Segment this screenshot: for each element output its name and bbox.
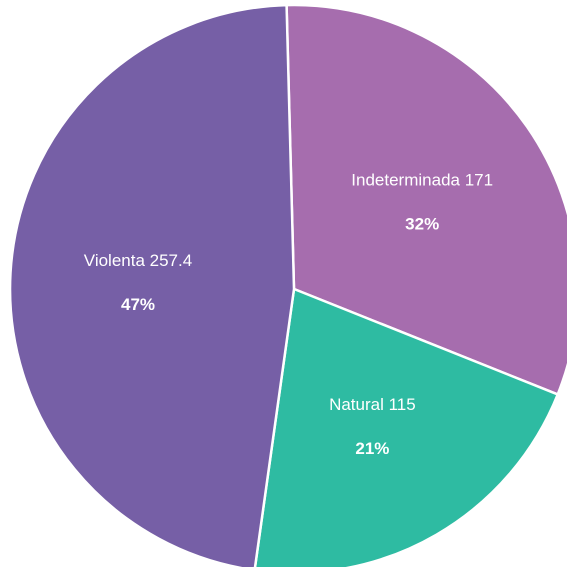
slice-percent-violenta: 47% [121,295,155,314]
pie-slice-natural [253,287,559,567]
slice-percent-indeterminada: 32% [405,215,439,234]
slice-label-natural: Natural 115 [329,395,416,414]
pie-slices [8,3,567,567]
slice-label-indeterminada: Indeterminada 171 [351,171,493,190]
pie-slice-indeterminada [285,3,567,396]
slice-label-violenta: Violenta 257.4 [84,251,192,270]
pie-labels: Indeterminada 171 32% Natural 115 21% Violen… [84,171,493,458]
slice-percent-natural: 21% [355,439,389,458]
pie-slice-violenta [8,3,296,567]
